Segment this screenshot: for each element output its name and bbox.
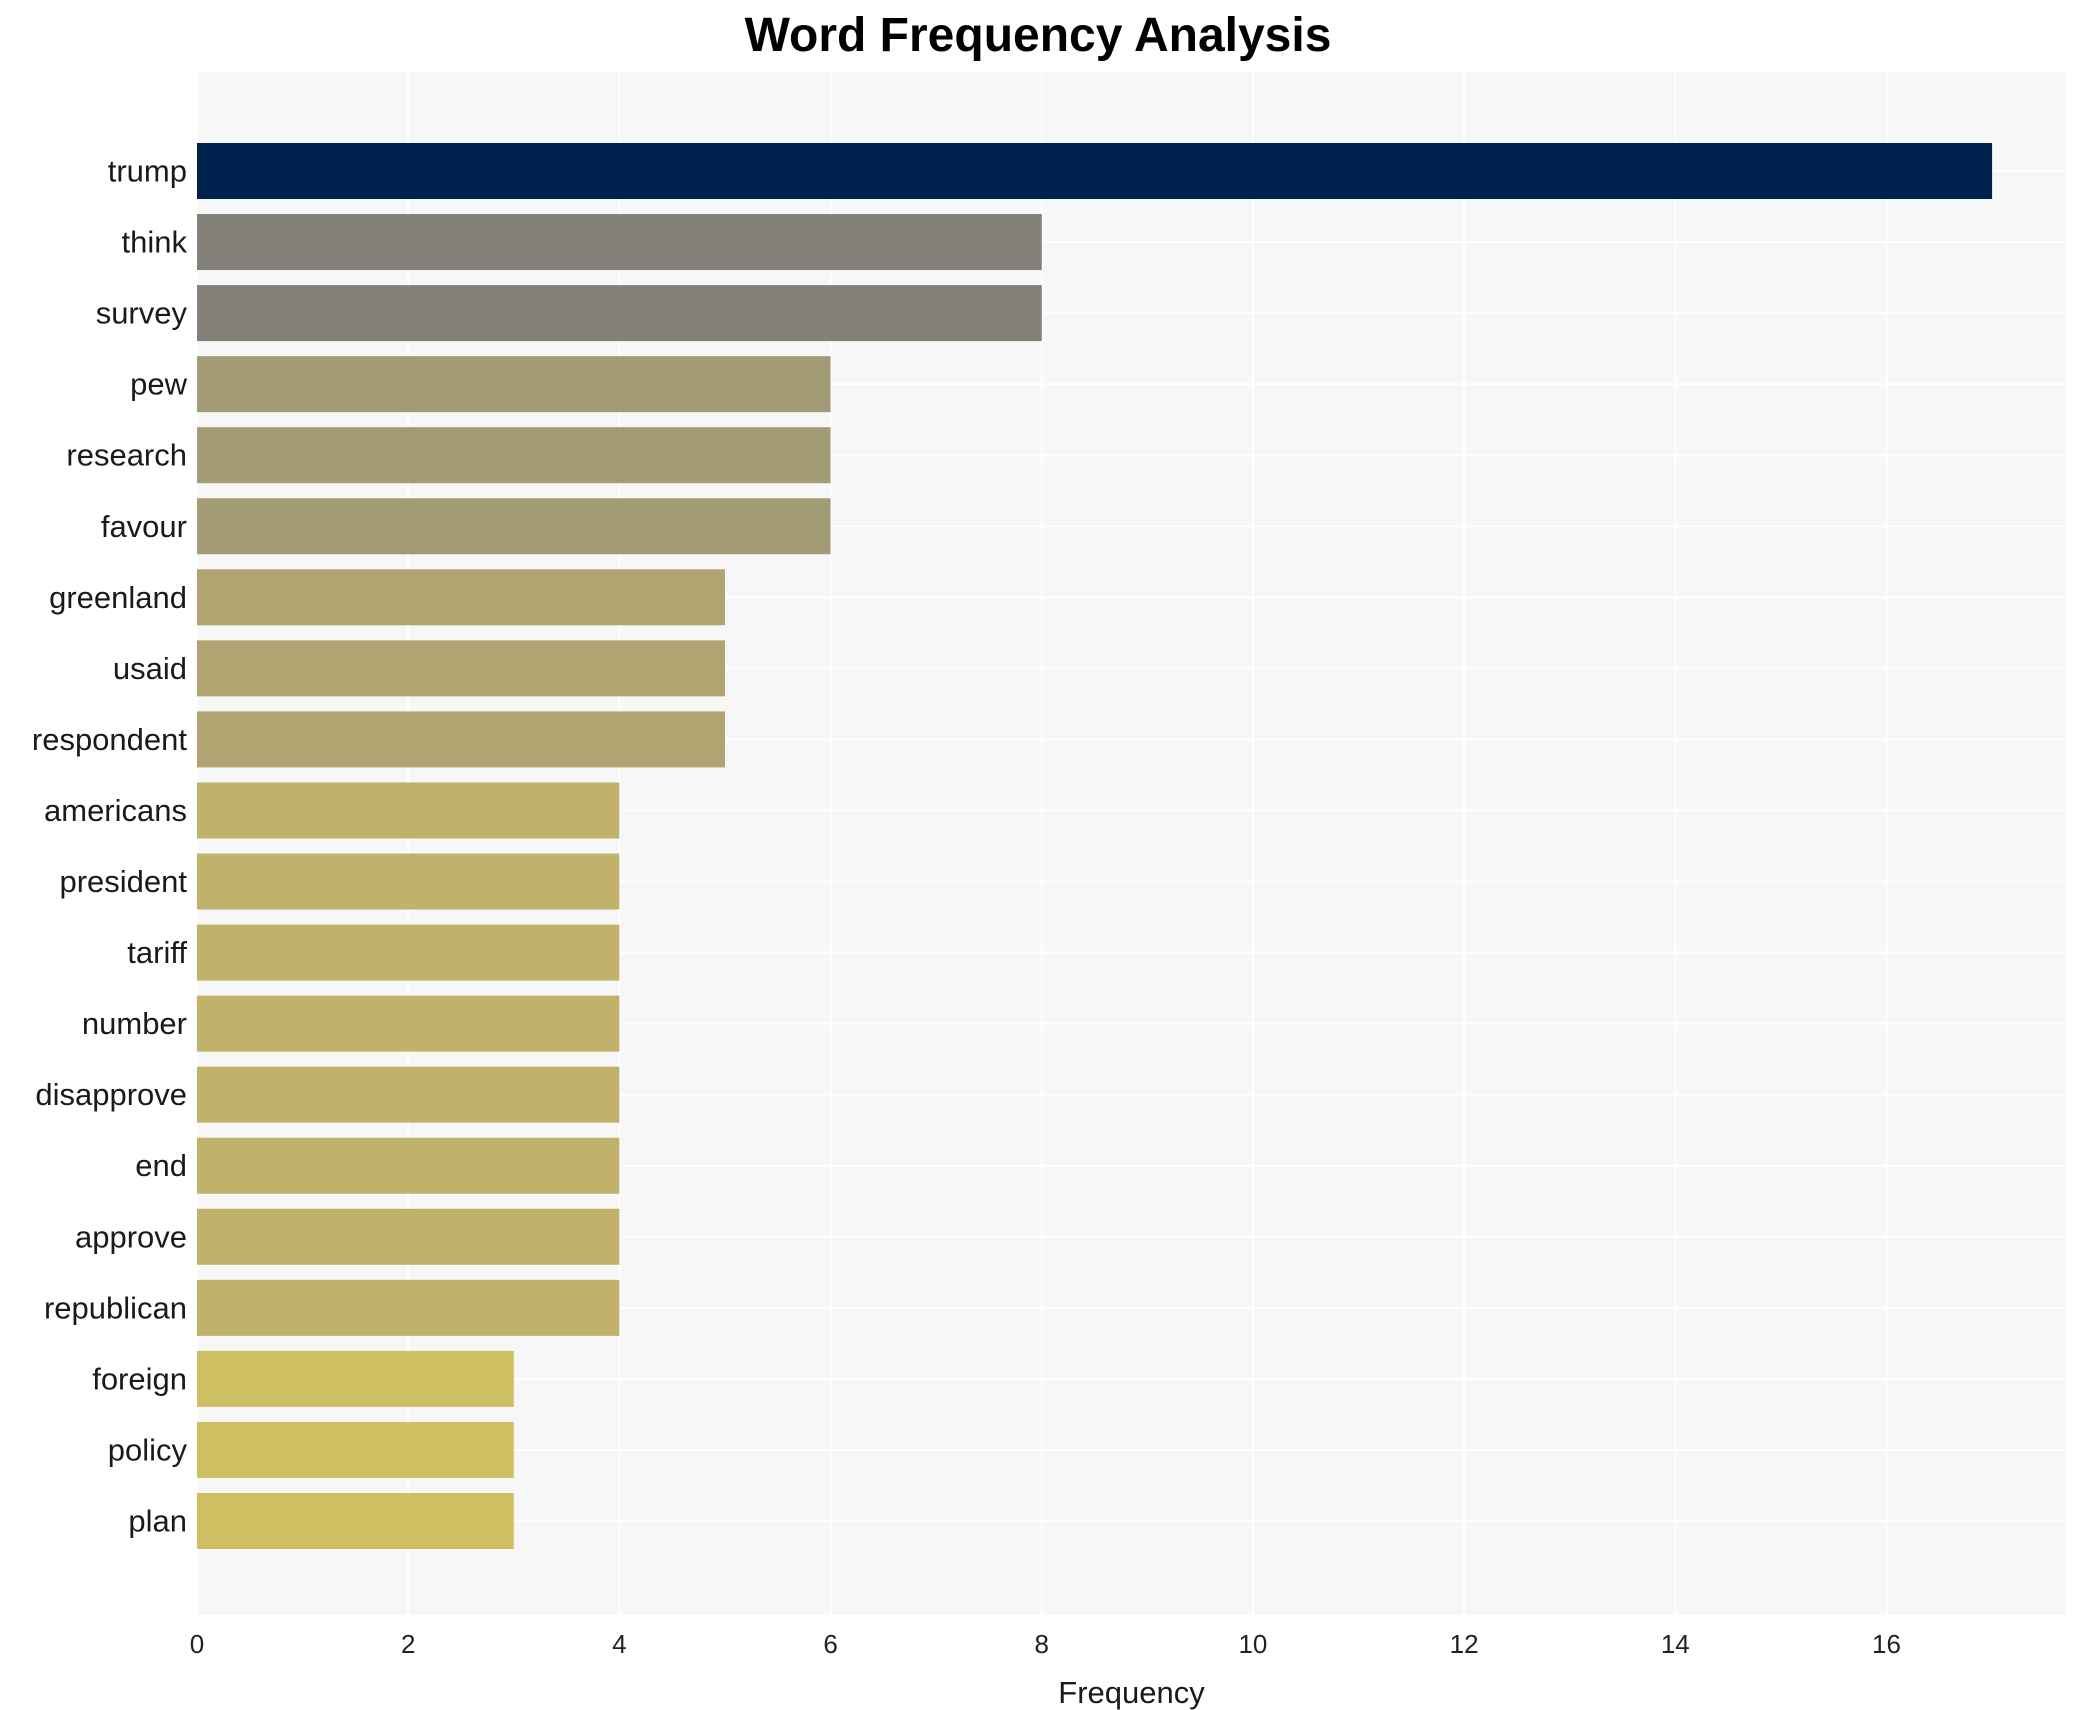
bar-research	[197, 427, 831, 484]
category-label-number: number	[82, 1006, 187, 1041]
x-axis-label: Frequency	[1058, 1675, 1205, 1710]
bar-disapprove	[197, 1066, 620, 1123]
bars	[197, 143, 1993, 1549]
bar-tariff	[197, 924, 620, 981]
x-tick-label: 14	[1661, 1629, 1690, 1659]
category-label-policy: policy	[108, 1432, 188, 1467]
category-label-president: president	[59, 864, 187, 899]
x-tick-label: 16	[1872, 1629, 1901, 1659]
x-tick-label: 12	[1450, 1629, 1479, 1659]
category-label-greenland: greenland	[49, 580, 187, 615]
chart-title: Word Frequency Analysis	[744, 9, 1332, 62]
bar-americans	[197, 782, 620, 839]
bar-trump	[197, 143, 1993, 199]
x-tick-label: 0	[190, 1629, 204, 1659]
x-tick-label: 4	[612, 1629, 626, 1659]
x-tick-label: 10	[1238, 1629, 1267, 1659]
category-label-trump: trump	[108, 154, 187, 189]
bar-greenland	[197, 569, 725, 626]
bar-plan	[197, 1493, 514, 1549]
category-label-approve: approve	[75, 1219, 187, 1254]
x-tick-labels: 0 2 4 6 8 10 12 14 16	[190, 1629, 1901, 1659]
category-label-americans: americans	[44, 793, 187, 828]
category-label-pew: pew	[130, 367, 187, 402]
category-label-foreign: foreign	[92, 1361, 187, 1396]
bar-policy	[197, 1421, 514, 1478]
x-tick-label: 8	[1035, 1629, 1049, 1659]
category-label-tariff: tariff	[127, 935, 187, 970]
category-label-survey: survey	[96, 296, 188, 331]
category-label-usaid: usaid	[113, 651, 187, 686]
bar-end	[197, 1137, 620, 1194]
gridlines	[196, 72, 2066, 1615]
category-label-plan: plan	[128, 1504, 187, 1539]
bar-think	[197, 214, 1042, 271]
category-label-favour: favour	[101, 509, 187, 544]
bar-respondent	[197, 711, 725, 768]
category-label-republican: republican	[44, 1290, 187, 1325]
bar-usaid	[197, 640, 725, 697]
category-label-research: research	[66, 438, 187, 473]
bar-republican	[197, 1279, 620, 1336]
category-label-disapprove: disapprove	[35, 1077, 187, 1112]
bar-survey	[197, 285, 1042, 342]
x-tick-label: 2	[401, 1629, 415, 1659]
category-label-end: end	[135, 1148, 187, 1183]
x-tick-label: 6	[823, 1629, 837, 1659]
bar-number	[197, 995, 620, 1052]
category-label-think: think	[122, 225, 188, 260]
bar-pew	[197, 356, 831, 413]
bar-president	[197, 853, 620, 910]
category-label-respondent: respondent	[32, 722, 188, 757]
bar-foreign	[197, 1350, 514, 1407]
category-labels: trump think survey pew research favour greenla…	[32, 154, 188, 1539]
bar-favour	[197, 498, 831, 555]
bar-approve	[197, 1208, 620, 1265]
